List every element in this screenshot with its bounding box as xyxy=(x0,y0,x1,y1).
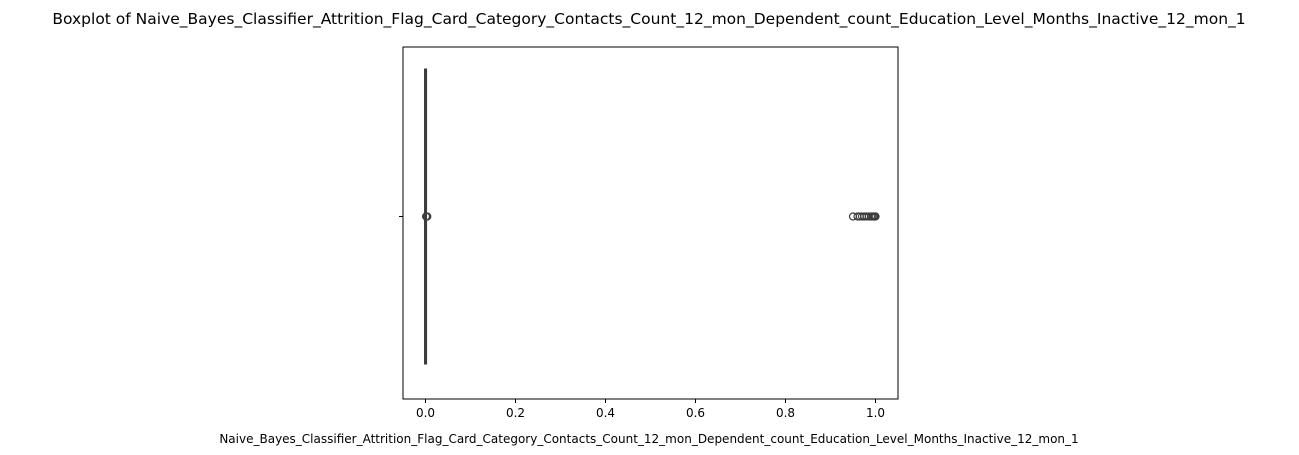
x-tick-label: 0.8 xyxy=(776,406,795,420)
outlier-point xyxy=(423,212,432,221)
x-tick-label: 0.0 xyxy=(416,406,435,420)
x-tick-label: 1.0 xyxy=(866,406,885,420)
outlier-point xyxy=(871,212,880,221)
plot-area-frame xyxy=(402,46,899,400)
x-tick-label: 0.2 xyxy=(506,406,525,420)
x-tick-label: 0.6 xyxy=(686,406,705,420)
chart-title: Boxplot of Naive_Bayes_Classifier_Attrit… xyxy=(52,10,1245,29)
x-tick-label: 0.4 xyxy=(596,406,615,420)
plot-area xyxy=(421,68,880,365)
x-axis: 0.0 0.2 0.4 0.6 0.8 1.0 xyxy=(416,399,885,420)
x-axis-label: Naive_Bayes_Classifier_Attrition_Flag_Ca… xyxy=(219,432,1078,446)
